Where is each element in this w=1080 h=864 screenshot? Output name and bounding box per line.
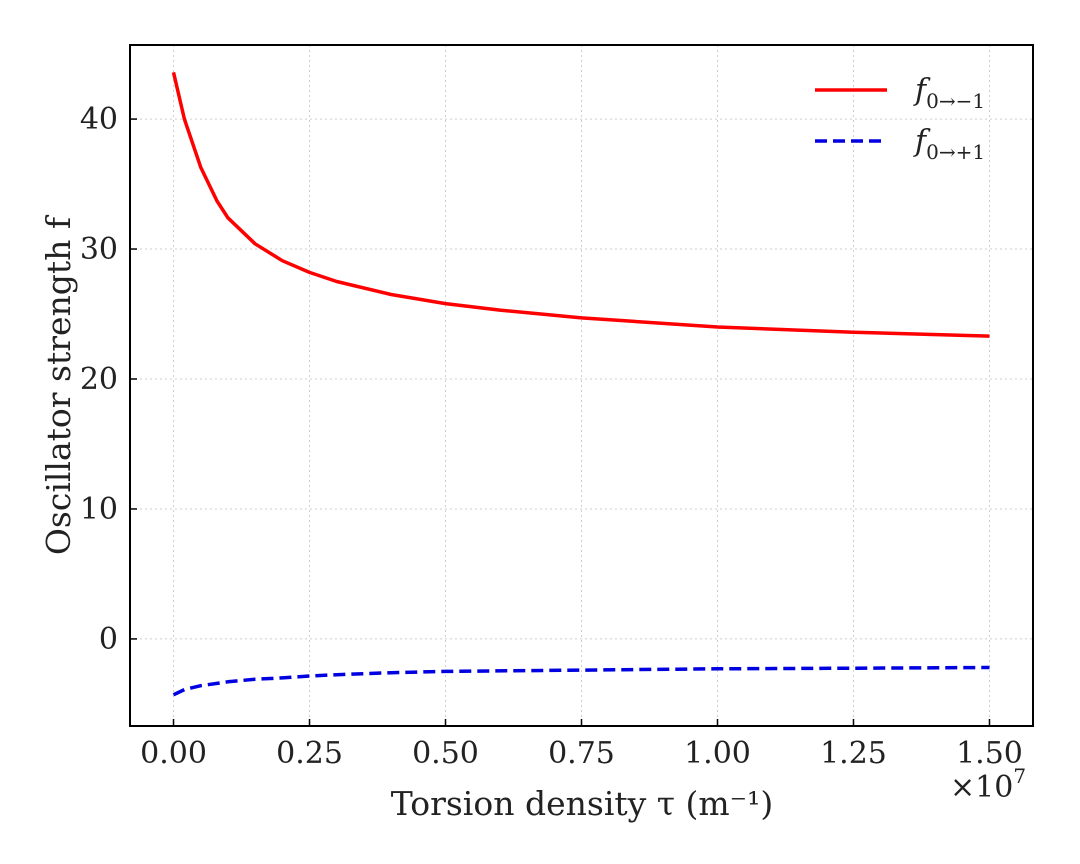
y-tick-label: 0 [99, 622, 118, 657]
series-layer [171, 71, 990, 697]
legend: f0→−1 f0→+1 [815, 73, 985, 164]
x-tick-label: 1.50 [956, 736, 1023, 771]
x-offset-exponent: 7 [1013, 764, 1026, 788]
y-axis-label: Oscillator strength f [39, 214, 78, 555]
x-tick-label: 0.75 [548, 736, 615, 771]
x-axis-label: Torsion density τ (m⁻¹) [391, 784, 773, 823]
y-tick-label: 40 [80, 102, 118, 137]
x-tick-label: 0.00 [140, 736, 207, 771]
legend-entry-2-sub: 0→+1 [926, 140, 985, 164]
legend-entry-1: f0→−1 [913, 73, 985, 113]
grid [130, 45, 1033, 726]
series-line-2 [172, 665, 990, 697]
y-tick-label: 30 [80, 232, 118, 267]
x-tick-label: 1.25 [820, 736, 887, 771]
x-tick-label: 1.00 [684, 736, 751, 771]
y-tick-label: 10 [80, 492, 118, 527]
y-tick-label: 20 [80, 362, 118, 397]
series-line-1 [171, 71, 990, 338]
x-offset-label: ×107 [950, 764, 1026, 805]
legend-entry-2: f0→+1 [913, 124, 985, 164]
legend-entry-1-sub: 0→−1 [926, 89, 985, 113]
x-tick-label: 0.50 [412, 736, 479, 771]
x-offset-base: ×10 [950, 770, 1013, 805]
x-tick-label: 0.25 [276, 736, 343, 771]
ticks: 0.00 0.25 0.50 0.75 1.00 1.25 1.50 0 10 20 30 40 [80, 102, 1023, 771]
